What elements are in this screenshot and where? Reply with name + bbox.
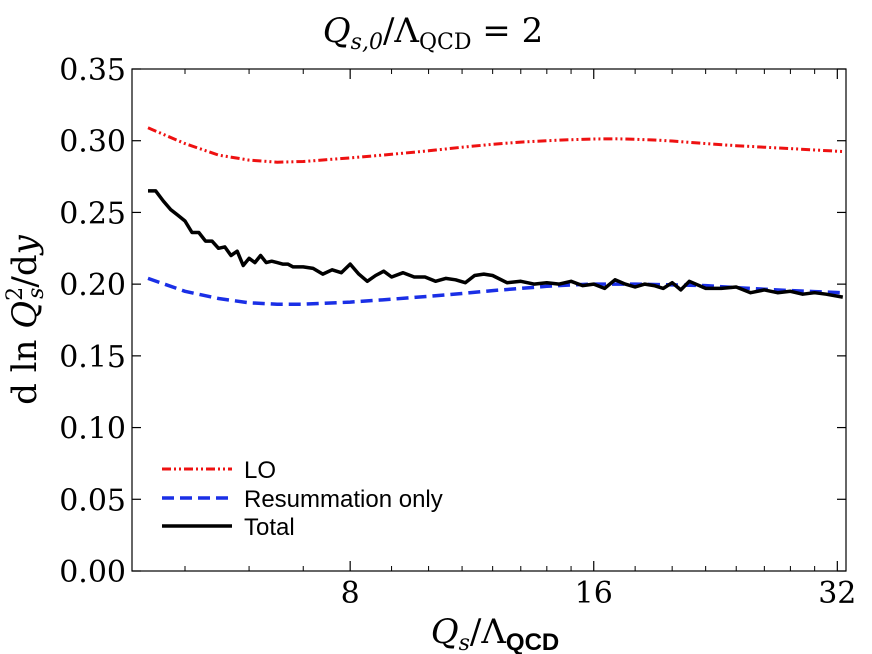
y-tick-label: 0.35	[59, 53, 126, 88]
legend: LO Resummation only Total	[162, 457, 443, 541]
y-tick-label: 0.30	[59, 125, 126, 160]
ylabel-q: Q	[5, 301, 45, 329]
title-q: Q	[323, 11, 351, 51]
ylabel-sup: 2	[3, 287, 28, 301]
series-lo-line	[147, 126, 843, 164]
y-tick-label: 0.10	[59, 412, 126, 447]
y-tick-label: 0.00	[59, 555, 126, 590]
series-group	[147, 126, 844, 306]
x-tick-label: 32	[818, 576, 856, 611]
y-tick-label: 0.20	[59, 268, 126, 303]
title-lambda-sub: QCD	[419, 30, 472, 55]
x-axis-label: Qs/ΛQCD	[431, 612, 560, 654]
legend-label-lo: LO	[244, 457, 276, 484]
ylabel-post: /d	[5, 254, 45, 287]
ylabel-pre: d ln	[5, 329, 45, 405]
x-tick-label: 8	[341, 576, 360, 611]
y-tick-label: 0.05	[59, 483, 126, 518]
y-tick-label: 0.15	[59, 340, 126, 375]
xlabel-q: Q	[431, 612, 459, 652]
xlabel-lambda-sub: QCD	[506, 629, 559, 654]
title-sub: s,0	[351, 30, 383, 55]
ylabel-y: y	[5, 234, 45, 256]
legend-label-resummation: Resummation only	[244, 486, 443, 513]
title-eq: = 2	[471, 11, 543, 51]
title-rest: /Λ	[383, 11, 419, 51]
xlabel-rest: /Λ	[470, 612, 506, 652]
axis-ticks: 0.00 0.05 0.10 0.15 0.20 0.25 0.30 0.35 8 16 32	[59, 53, 856, 611]
series-total-line	[148, 189, 844, 299]
y-axis-label: d ln Q2s/dy	[3, 234, 49, 405]
legend-label-total: Total	[244, 514, 295, 541]
ylabel-sub: s	[24, 288, 49, 299]
xlabel-sub: s	[459, 631, 470, 654]
x-tick-label: 16	[575, 576, 613, 611]
plot-area	[131, 68, 847, 572]
chart-title: Qs,0/ΛQCD = 2	[323, 11, 543, 55]
y-tick-label: 0.25	[59, 196, 126, 231]
